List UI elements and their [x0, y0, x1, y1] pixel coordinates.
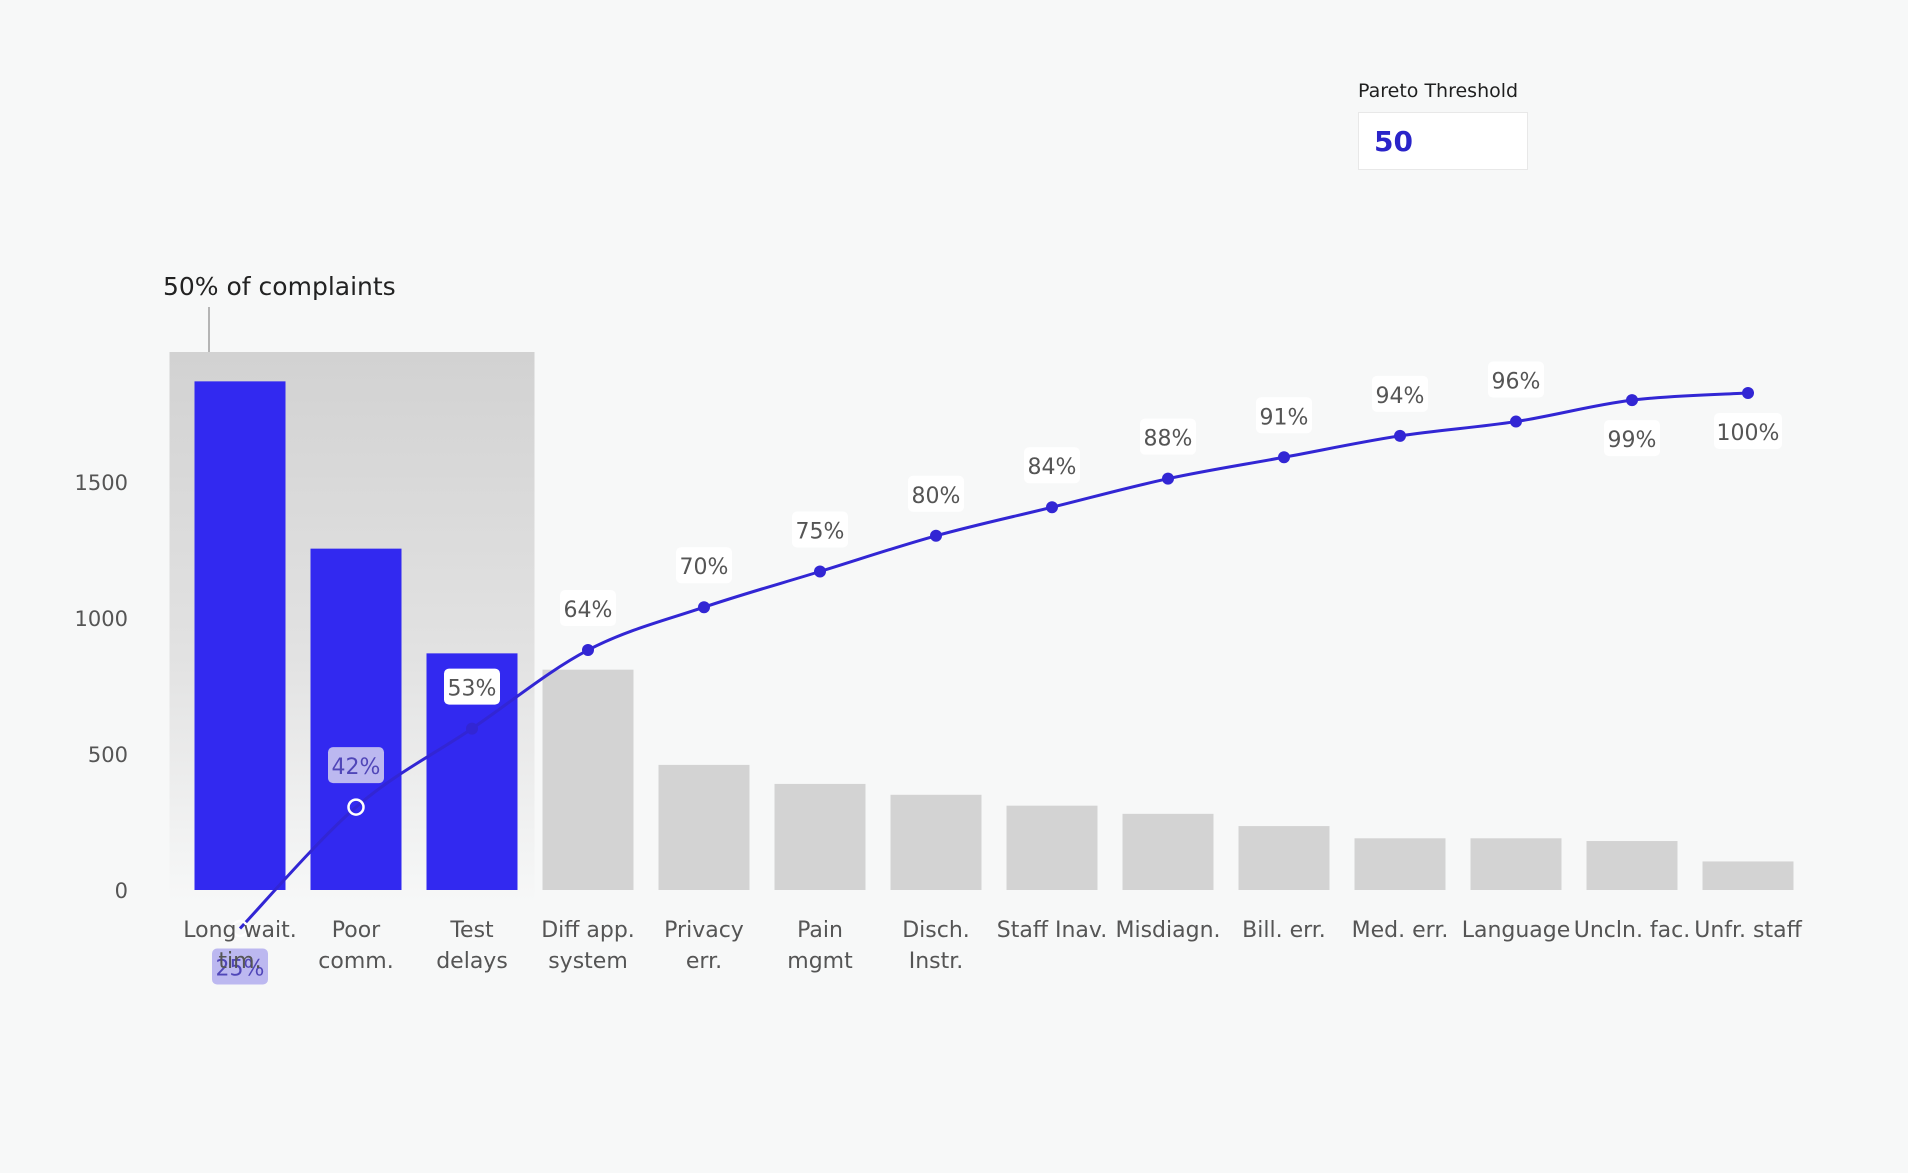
y-tick-label: 0: [115, 879, 128, 903]
category-label-line: system: [548, 949, 628, 974]
category-label: Bill. err.: [1242, 918, 1326, 943]
category-label: Disch. Instr.: [902, 918, 970, 974]
y-tick-label: 1000: [75, 607, 128, 631]
cumulative-label: 84%: [1028, 455, 1077, 480]
category-label-line: Unfr. staff: [1694, 918, 1802, 943]
category-label-line: comm.: [318, 949, 393, 974]
category-label-line: Misdiagn.: [1115, 918, 1220, 943]
cumulative-point[interactable]: [347, 798, 365, 816]
category-label: Poor comm.: [318, 918, 393, 974]
category-label: Med. err.: [1352, 918, 1449, 943]
category-label: Uncln. fac.: [1574, 918, 1691, 943]
cumulative-point[interactable]: [1278, 451, 1290, 464]
annotation-label: 50% of complaints: [163, 272, 396, 301]
category-label: Misdiagn.: [1115, 918, 1220, 943]
cumulative-point[interactable]: [466, 722, 478, 735]
y-tick-label: 1500: [75, 471, 128, 495]
category-label-line: Disch.: [902, 918, 970, 943]
category-label-line: Diff app.: [541, 918, 635, 943]
bar[interactable]: [310, 548, 402, 890]
cumulative-label: 94%: [1376, 384, 1425, 409]
cumulative-point[interactable]: [1394, 429, 1406, 442]
cumulative-point[interactable]: [1626, 394, 1638, 407]
category-label-line: Instr.: [909, 949, 964, 974]
cumulative-label-bg: [1140, 418, 1196, 455]
bar[interactable]: [1586, 841, 1678, 890]
category-label: Privacy err.: [664, 918, 744, 974]
bar[interactable]: [1354, 838, 1446, 890]
bar[interactable]: [658, 764, 750, 890]
bar[interactable]: [1122, 813, 1214, 890]
cumulative-label-bg: [792, 511, 848, 548]
bar[interactable]: [1238, 826, 1330, 890]
cumulative-point[interactable]: [582, 644, 594, 657]
y-tick-label: 500: [88, 743, 128, 767]
category-label-line: Staff Inav.: [997, 918, 1107, 943]
cumulative-label-bg: [560, 590, 616, 627]
cumulative-point[interactable]: [1046, 501, 1058, 514]
cumulative-label-bg: [1256, 397, 1312, 434]
cumulative-point[interactable]: [930, 529, 942, 542]
pareto-threshold-input[interactable]: [1358, 112, 1528, 170]
category-label-line: delays: [436, 949, 508, 974]
cumulative-point[interactable]: [698, 601, 710, 614]
cumulative-label: 53%: [448, 677, 497, 702]
bar[interactable]: [890, 794, 982, 890]
cumulative-label: 42%: [332, 755, 381, 780]
category-label: Test delays: [436, 918, 508, 974]
bar[interactable]: [1702, 861, 1794, 890]
cumulative-label: 100%: [1717, 421, 1780, 446]
cumulative-point[interactable]: [814, 565, 826, 578]
cumulative-label-bg: [1604, 420, 1660, 457]
bar[interactable]: [542, 669, 634, 890]
category-label-line: err.: [686, 949, 722, 974]
cumulative-point[interactable]: [231, 919, 249, 938]
category-label-line: Privacy: [664, 918, 744, 943]
cumulative-label-bg: [1024, 447, 1080, 484]
pareto-threshold-label: Pareto Threshold: [1358, 80, 1519, 102]
bar[interactable]: [1470, 838, 1562, 890]
bar[interactable]: [1006, 805, 1098, 890]
category-label: Long wait. tim.: [183, 918, 296, 974]
cumulative-point[interactable]: [1162, 472, 1174, 485]
category-label: Staff Inav.: [997, 918, 1107, 943]
category-label-line: Test: [449, 918, 494, 943]
cumulative-label-bg: [328, 747, 384, 784]
category-label: Diff app. system: [541, 918, 635, 974]
category-label-line: tim.: [218, 949, 261, 974]
pareto-threshold-panel: Pareto Threshold: [1358, 80, 1528, 170]
cumulative-label-bg: [1714, 413, 1782, 449]
category-label-line: Poor: [332, 918, 381, 943]
cumulative-label: 75%: [796, 520, 845, 545]
bar[interactable]: [194, 381, 286, 890]
cumulative-label: 88%: [1144, 427, 1193, 452]
cumulative-label: 80%: [912, 484, 961, 509]
category-label-line: mgmt: [787, 949, 853, 974]
cumulative-point[interactable]: [1510, 415, 1522, 428]
cumulative-label: 91%: [1260, 405, 1309, 430]
category-label-line: Uncln. fac.: [1574, 918, 1691, 943]
cumulative-point[interactable]: [1742, 387, 1754, 399]
category-label: Language: [1462, 918, 1571, 943]
cumulative-label-bg: [908, 475, 964, 512]
category-label-line: Long wait.: [183, 918, 296, 943]
cumulative-label: 64%: [564, 598, 613, 623]
cumulative-label: 25%: [216, 957, 265, 982]
cumulative-label-bg: [676, 547, 732, 584]
cumulative-label-bg: [1488, 361, 1544, 398]
cumulative-label-bg: [212, 948, 268, 985]
cumulative-label: 99%: [1608, 428, 1657, 453]
category-label-line: Language: [1462, 918, 1571, 943]
cumulative-label: 96%: [1492, 370, 1541, 395]
bar[interactable]: [774, 783, 866, 890]
category-label-line: Bill. err.: [1242, 918, 1326, 943]
category-label-line: Med. err.: [1352, 918, 1449, 943]
category-label: Pain mgmt: [787, 918, 853, 974]
category-label: Unfr. staff: [1694, 918, 1802, 943]
cumulative-label: 70%: [680, 555, 729, 580]
category-label-line: Pain: [797, 918, 843, 943]
cumulative-label-bg: [1372, 375, 1428, 412]
cumulative-label-bg: [444, 668, 500, 705]
